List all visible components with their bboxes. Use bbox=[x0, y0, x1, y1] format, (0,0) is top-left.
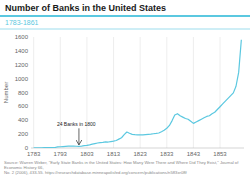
y-tick-label: 400 bbox=[18, 117, 29, 123]
x-tick-label: 1793 bbox=[54, 151, 68, 157]
chart: Number of Banks in the United States 1783… bbox=[0, 0, 250, 193]
y-tick-label: 200 bbox=[18, 131, 29, 137]
x-tick-label: 1833 bbox=[160, 151, 174, 157]
x-tick-label: 1803 bbox=[80, 151, 94, 157]
separator bbox=[0, 29, 250, 30]
y-tick-label: 1600 bbox=[15, 34, 29, 40]
source: Source: Warren Weber, "Early State Banks… bbox=[4, 160, 239, 175]
y-tick-label: 1400 bbox=[15, 48, 29, 54]
annotation: 24 Banks in 1800 bbox=[57, 121, 96, 127]
grid-line bbox=[193, 37, 194, 148]
grid-line bbox=[86, 37, 87, 148]
y-label: Number bbox=[3, 82, 9, 103]
y-tick-label: 800 bbox=[18, 90, 29, 96]
y-tick-label: 600 bbox=[18, 103, 29, 109]
y-tick-label: 1000 bbox=[15, 76, 29, 82]
x-tick-label: 1783 bbox=[27, 151, 41, 157]
plot-area bbox=[34, 40, 242, 148]
grid-line bbox=[220, 37, 221, 148]
separator bbox=[0, 15, 250, 17]
x-tick-label: 1853 bbox=[213, 151, 227, 157]
grid-line bbox=[113, 37, 114, 148]
grid-line bbox=[60, 37, 61, 148]
annotation-arrow bbox=[78, 128, 79, 145]
line bbox=[34, 40, 242, 148]
grid-line bbox=[140, 37, 141, 148]
x-tick-label: 1823 bbox=[133, 151, 147, 157]
y-tick-label: 0 bbox=[25, 145, 29, 151]
title: Number of Banks in the United States bbox=[5, 3, 166, 13]
y-tick-label: 1200 bbox=[15, 62, 29, 68]
x-axis bbox=[31, 148, 244, 149]
x-tick-label: 1813 bbox=[107, 151, 121, 157]
subtitle: 1783-1861 bbox=[5, 19, 39, 26]
grid-line bbox=[33, 37, 34, 148]
grid-line bbox=[166, 37, 167, 148]
x-tick-label: 1843 bbox=[187, 151, 201, 157]
